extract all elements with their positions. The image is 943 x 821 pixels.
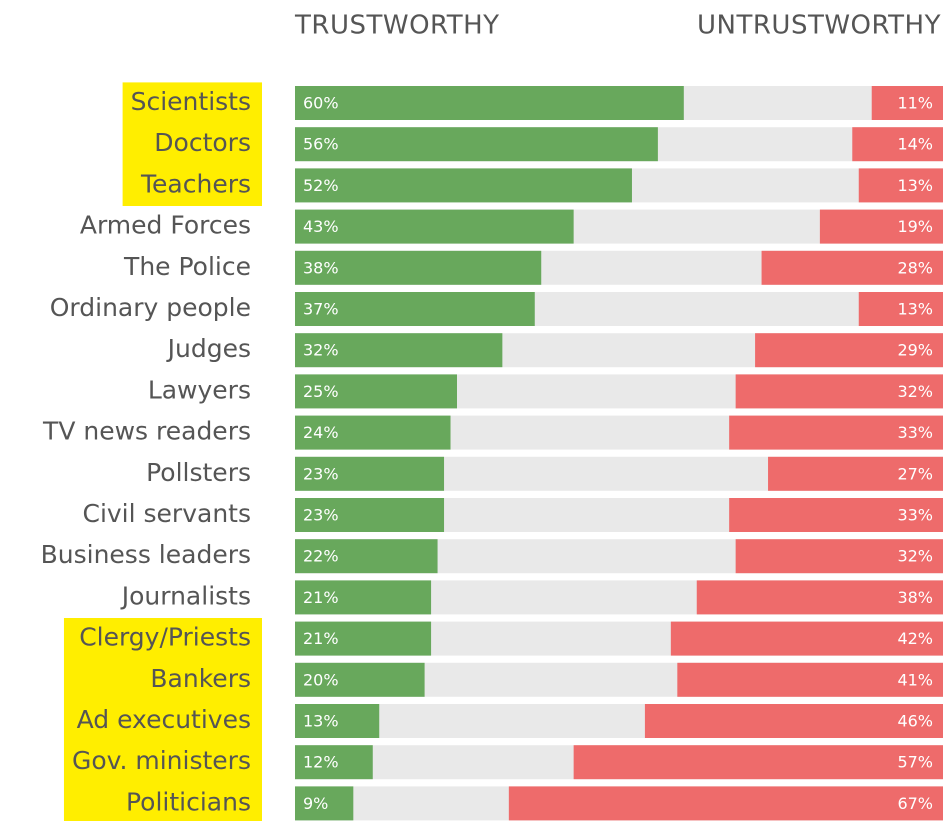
- category-label: Pollsters: [146, 458, 251, 487]
- untrust-bar: [508, 786, 943, 821]
- trust-bar: [295, 786, 354, 821]
- trust-value-label: 9%: [303, 794, 328, 813]
- untrust-value-label: 42%: [897, 629, 933, 648]
- untrust-value-label: 41%: [897, 670, 933, 689]
- untrust-value-label: 32%: [897, 547, 933, 566]
- category-label: Journalists: [120, 581, 251, 610]
- trust-bar: [295, 498, 445, 532]
- right-header: UNTRUSTWORTHY: [697, 11, 941, 41]
- untrust-bar: [729, 415, 943, 450]
- trust-value-label: 43%: [303, 217, 339, 236]
- trust-bar: [295, 704, 380, 738]
- category-label: Judges: [166, 334, 251, 363]
- category-label: Scientists: [131, 87, 251, 116]
- trust-bar: [295, 621, 432, 656]
- category-label: Civil servants: [82, 499, 251, 528]
- category-label: Bankers: [150, 664, 251, 693]
- untrust-value-label: 28%: [897, 258, 933, 277]
- trust-value-label: 12%: [303, 753, 339, 772]
- category-label: Politicians: [126, 787, 251, 816]
- highlights: [63, 82, 262, 821]
- category-label: Armed Forces: [80, 211, 251, 240]
- trust-value-label: 20%: [303, 670, 339, 689]
- category-label: Gov. ministers: [72, 746, 251, 775]
- untrust-bar: [755, 333, 943, 368]
- left-header: TRUSTWORTHY: [294, 11, 500, 41]
- untrust-value-label: 11%: [897, 94, 933, 113]
- untrust-value-label: 32%: [897, 382, 933, 401]
- highlight-box: [63, 618, 262, 821]
- untrust-bar: [670, 621, 943, 656]
- category-label: Teachers: [140, 169, 251, 198]
- trust-value-label: 37%: [303, 300, 339, 319]
- untrust-bar: [696, 580, 943, 615]
- category-label: TV news readers: [42, 417, 251, 446]
- trust-bar: [295, 745, 373, 780]
- trust-value-label: 38%: [303, 258, 339, 277]
- trust-value-label: 21%: [303, 629, 339, 648]
- untrust-value-label: 13%: [897, 300, 933, 319]
- trust-bar: [295, 456, 445, 491]
- category-label: Ordinary people: [50, 293, 251, 322]
- untrust-bar: [729, 498, 943, 532]
- trust-bar: [295, 539, 438, 574]
- trust-value-label: 56%: [303, 135, 339, 154]
- untrust-value-label: 14%: [897, 135, 933, 154]
- untrust-bar: [677, 662, 943, 697]
- trust-bar: [295, 580, 432, 615]
- untrust-value-label: 38%: [897, 588, 933, 607]
- untrust-bar: [573, 745, 943, 780]
- trust-bar: [295, 168, 632, 203]
- trust-value-label: 25%: [303, 382, 339, 401]
- untrust-bar: [761, 250, 943, 285]
- trust-value-label: 23%: [303, 506, 339, 525]
- trust-bar: [295, 415, 451, 450]
- category-label: Lawyers: [148, 375, 251, 404]
- untrust-value-label: 67%: [897, 794, 933, 813]
- untrust-value-label: 33%: [897, 506, 933, 525]
- untrust-bar: [819, 209, 943, 244]
- trust-value-label: 32%: [303, 341, 339, 360]
- untrust-value-label: 13%: [897, 176, 933, 195]
- untrust-value-label: 27%: [897, 464, 933, 483]
- category-label: The Police: [123, 252, 251, 281]
- untrust-value-label: 57%: [897, 753, 933, 772]
- untrust-bar: [858, 168, 943, 203]
- untrust-bar: [735, 374, 943, 409]
- trust-bar: [295, 662, 425, 697]
- category-label: Doctors: [154, 128, 251, 157]
- category-label: Clergy/Priests: [79, 623, 251, 652]
- trust-value-label: 52%: [303, 176, 339, 195]
- untrust-bar: [858, 292, 943, 326]
- untrust-bar: [735, 539, 943, 574]
- trust-bar: [295, 209, 574, 244]
- trust-bar: [295, 127, 658, 162]
- untrust-value-label: 46%: [897, 712, 933, 731]
- trust-bar: [295, 86, 684, 120]
- trust-value-label: 13%: [303, 712, 339, 731]
- untrust-bar: [871, 86, 943, 120]
- untrust-bar: [768, 456, 943, 491]
- untrust-value-label: 29%: [897, 341, 933, 360]
- trust-value-label: 24%: [303, 423, 339, 442]
- trust-value-label: 22%: [303, 547, 339, 566]
- trust-bar: [295, 250, 542, 285]
- untrust-bar: [852, 127, 943, 162]
- untrust-value-label: 33%: [897, 423, 933, 442]
- trust-value-label: 21%: [303, 588, 339, 607]
- category-label: Business leaders: [41, 540, 251, 569]
- trust-value-label: 23%: [303, 464, 339, 483]
- highlight-box: [122, 82, 262, 206]
- category-label: Ad executives: [77, 705, 251, 734]
- trust-bar: [295, 292, 535, 326]
- trust-bar: [295, 333, 503, 368]
- untrust-bar: [644, 704, 943, 738]
- untrust-value-label: 19%: [897, 217, 933, 236]
- trust-value-label: 60%: [303, 94, 339, 113]
- trust-bar: [295, 374, 457, 409]
